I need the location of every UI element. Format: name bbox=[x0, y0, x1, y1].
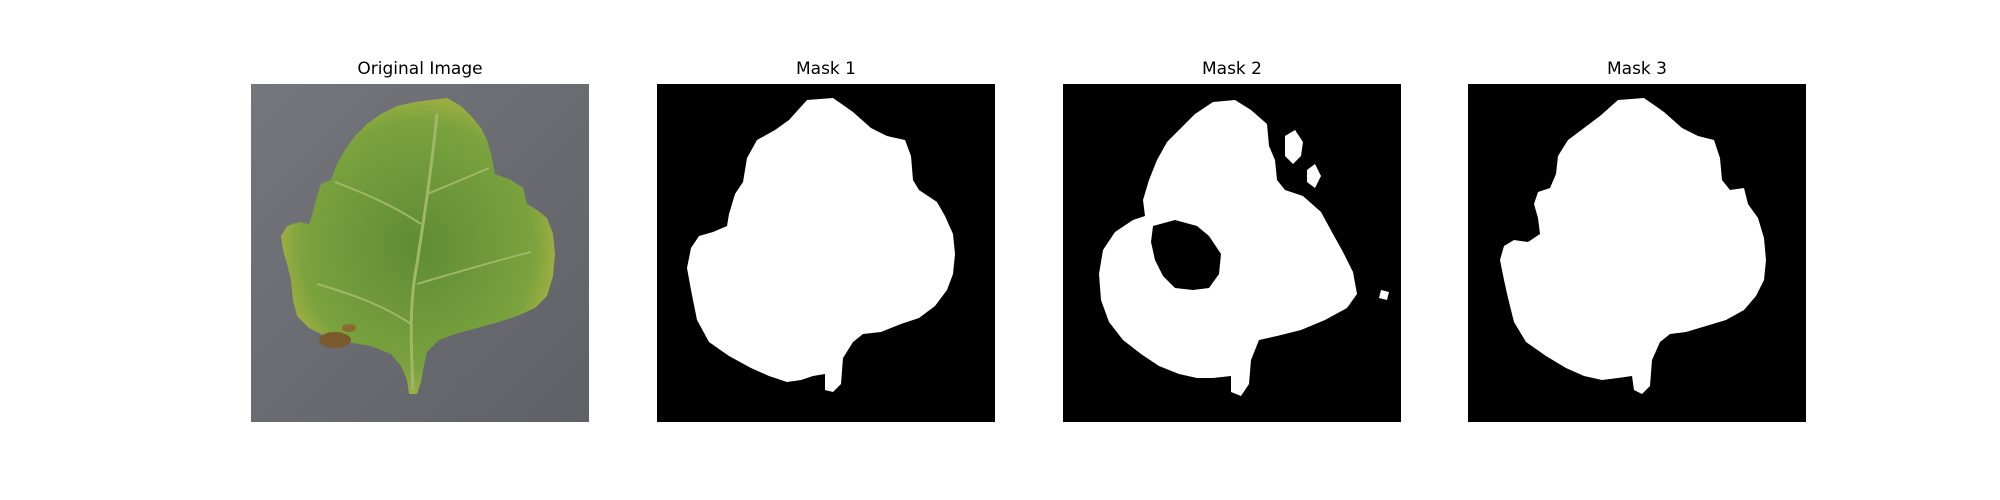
leaf-lesion-small bbox=[342, 324, 356, 332]
leaf-vein-right bbox=[416, 251, 532, 285]
panel-mask-3: Mask 3 bbox=[1468, 0, 1806, 500]
panel-title: Original Image bbox=[357, 59, 483, 79]
mask-2-fragment-edge bbox=[1379, 290, 1389, 300]
leaf-vein-upper-left bbox=[334, 181, 422, 225]
leaf-lesion bbox=[319, 332, 351, 348]
leaf-vein-main bbox=[409, 113, 439, 391]
mask-2-fragment-upper-right bbox=[1285, 130, 1303, 164]
mask-1-shape bbox=[687, 98, 955, 392]
mask-2-image bbox=[1063, 84, 1401, 422]
mask-1-image bbox=[657, 84, 995, 422]
mask-2-shape bbox=[1099, 100, 1357, 396]
panel-original-image: Original Image bbox=[251, 0, 589, 500]
panel-mask-1: Mask 1 bbox=[657, 0, 995, 500]
leaf-vein-left bbox=[316, 283, 412, 325]
mask-2-fragment-right bbox=[1307, 164, 1321, 188]
leaf-shape bbox=[281, 98, 555, 394]
panel-title: Mask 1 bbox=[795, 59, 856, 79]
original-leaf-image bbox=[251, 84, 589, 422]
mask-3-image bbox=[1468, 84, 1806, 422]
panel-title: Mask 2 bbox=[1201, 59, 1262, 79]
panel-mask-2: Mask 2 bbox=[1063, 0, 1401, 500]
mask-3-shape bbox=[1500, 98, 1766, 394]
leaf-vein-upper-right bbox=[426, 167, 490, 195]
panel-title: Mask 3 bbox=[1606, 59, 1667, 79]
